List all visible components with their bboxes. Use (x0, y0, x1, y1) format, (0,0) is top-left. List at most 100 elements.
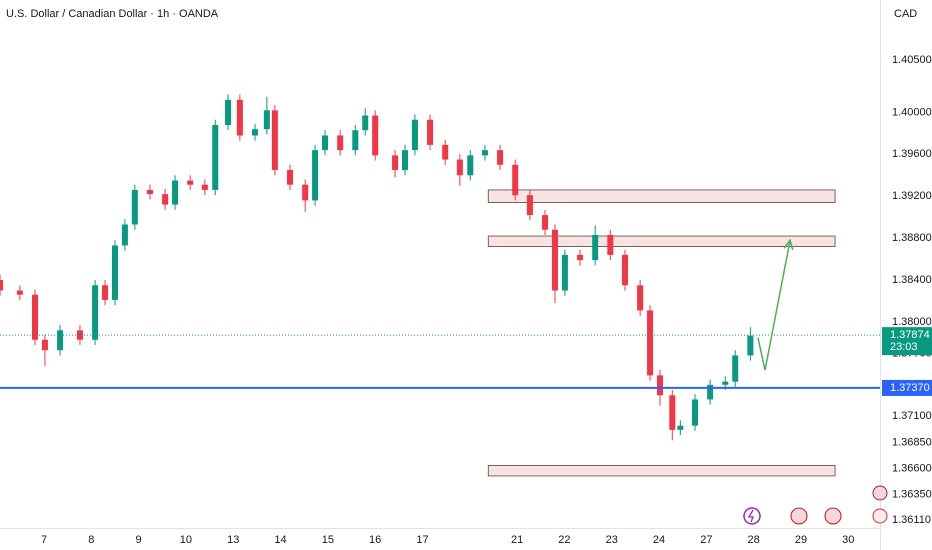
x-tick-label: 28 (748, 534, 760, 546)
candle-body (111, 245, 118, 300)
candle-body (337, 135, 344, 151)
y-tick-label: 1.38000 (892, 316, 932, 328)
y-tick-label: 1.36600 (892, 463, 932, 475)
level-badge (882, 379, 932, 396)
candle-body (467, 155, 474, 176)
candle-body (621, 254, 628, 286)
y-tick-label: 1.39200 (892, 190, 932, 202)
candle-body (162, 194, 169, 205)
candle-body (0, 280, 3, 291)
x-tick-label: 10 (180, 534, 192, 546)
candle-body (707, 384, 714, 400)
x-tick-label: 27 (700, 534, 712, 546)
x-tick-label: 15 (322, 534, 334, 546)
projection-arrow (757, 240, 791, 371)
event-icon (824, 507, 842, 525)
x-tick-label: 29 (795, 534, 807, 546)
x-tick-label: 14 (274, 534, 286, 546)
candle-body (212, 124, 219, 190)
candle-body (512, 164, 519, 196)
event-icon (747, 509, 754, 523)
event-icons (743, 485, 888, 525)
candle-body (102, 285, 109, 300)
candle-body (263, 110, 270, 130)
x-tick-label: 21 (511, 534, 523, 546)
candle-body (647, 310, 654, 376)
candle-body (121, 224, 128, 246)
zone (487, 235, 836, 247)
y-tick-label: 1.40000 (892, 106, 932, 118)
candle-body (236, 99, 243, 136)
candle-body (542, 215, 549, 230)
zone (487, 189, 836, 203)
candle-body (131, 189, 138, 225)
x-tick-label: 8 (88, 534, 94, 546)
x-tick-label: 22 (558, 534, 570, 546)
candle-body (372, 115, 379, 156)
candle-body (481, 150, 488, 156)
x-tick-label: 9 (136, 534, 142, 546)
candle-body (722, 381, 729, 385)
y-tick-label: 1.38800 (892, 232, 932, 244)
candle-body (322, 135, 329, 151)
candle-body (551, 229, 558, 291)
event-icon (790, 507, 808, 525)
candle-body (312, 150, 319, 201)
y-tick-label: 1.38400 (892, 274, 932, 286)
candle-body (657, 375, 663, 396)
x-tick-label: 17 (416, 534, 428, 546)
chart-title: U.S. Dollar / Canadian Dollar · 1h · OAN… (6, 8, 219, 20)
candle-body (427, 119, 434, 145)
candle-body (392, 155, 399, 171)
candle-body (287, 170, 294, 185)
y-tick-label: 1.36350 (892, 489, 932, 501)
candle-body (16, 290, 23, 295)
candle-body (732, 355, 739, 382)
candle-body (362, 115, 369, 131)
candle-body (592, 234, 599, 261)
candle-body (32, 294, 39, 340)
candle-body (302, 184, 309, 201)
y-tick-label: 1.37100 (892, 410, 932, 422)
candle-body (561, 254, 568, 291)
candle-body (669, 395, 676, 430)
candle-body (497, 150, 504, 165)
candle-body (747, 335, 754, 356)
candle-body (411, 119, 418, 151)
zone (487, 465, 836, 477)
candle-body (271, 110, 278, 171)
x-tick-label: 13 (227, 534, 239, 546)
candle-body (526, 195, 533, 216)
x-tick-label: 7 (41, 534, 47, 546)
candle-body (692, 399, 699, 426)
candle-body (637, 285, 644, 311)
candle-body (76, 330, 83, 340)
candle-body (456, 159, 463, 176)
candle-body (401, 150, 408, 171)
candle-body (442, 144, 449, 160)
candle-body (252, 129, 259, 136)
y-tick-label: 1.40500 (892, 54, 932, 66)
x-tick-label: 16 (369, 534, 381, 546)
x-tick-label: 24 (653, 534, 665, 546)
y-axis-label: CAD (894, 8, 917, 20)
arrow-head (783, 238, 794, 251)
candle-body (225, 99, 232, 125)
candle-body (577, 254, 584, 261)
level-label: 1.37370 (890, 382, 930, 394)
candle-body (201, 184, 208, 190)
last-price-badge (882, 327, 932, 356)
candle-body (172, 180, 179, 205)
event-icon (743, 507, 761, 525)
candle-body (187, 180, 194, 185)
candle-body (352, 130, 359, 151)
y-tick-label: 1.36850 (892, 436, 932, 448)
y-tick-label: 1.39600 (892, 148, 932, 160)
candle-body (41, 339, 48, 351)
x-tick-label: 23 (606, 534, 618, 546)
x-tick-label: 30 (842, 534, 854, 546)
event-icon (872, 485, 888, 501)
candle-body (57, 330, 64, 351)
